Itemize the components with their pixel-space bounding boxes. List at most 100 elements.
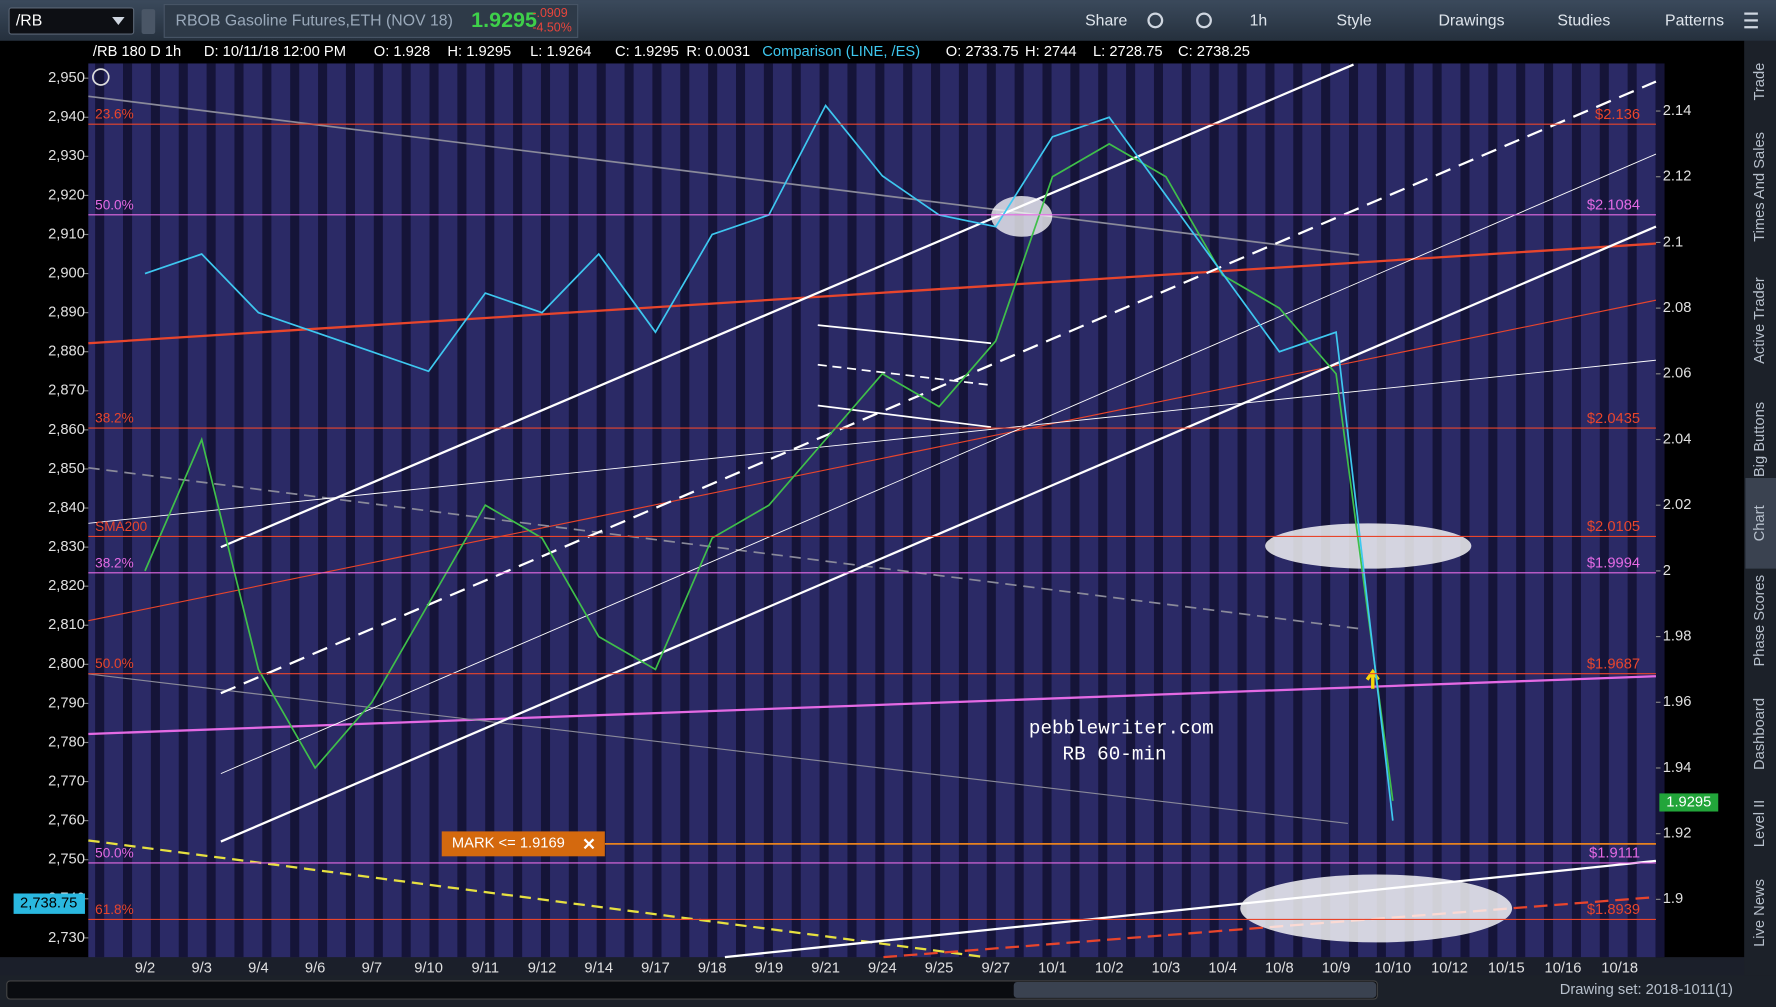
y-tick-label: 2,930 [48, 148, 85, 164]
axes: 2,950 2,940 2,930 2,920 2,910 2,900 2,890 2,880… [48, 70, 1691, 976]
x-tick-label: 9/19 [755, 960, 784, 976]
y2-tick-label: 1.9 [1663, 891, 1683, 907]
stripe [1655, 63, 1665, 958]
x-tick-label: 9/2 [135, 960, 155, 976]
side-tab[interactable]: Chart [1752, 505, 1768, 541]
symbol-box[interactable] [8, 7, 135, 35]
stripe [958, 63, 968, 958]
x-tick-label: 9/24 [868, 960, 897, 976]
stripe [763, 63, 773, 958]
y-tick-label: 2,830 [48, 539, 85, 555]
side-tab[interactable]: Dashboard [1752, 698, 1768, 770]
header-field: O: 1.928 [374, 44, 430, 60]
toolbar-button[interactable]: Share [1085, 13, 1127, 30]
x-tick-label: 9/10 [414, 960, 443, 976]
fib-label: $2.136 [1595, 107, 1640, 123]
fib-left-label: SMA200 [95, 519, 148, 534]
fib-left-label: 23.6% [95, 107, 134, 122]
side-tab[interactable]: Big Buttons [1752, 402, 1768, 477]
mark-close[interactable] [583, 838, 595, 850]
scroll-thumb[interactable] [1013, 982, 1377, 998]
stripe [596, 63, 606, 958]
y-tick-label: 2,730 [48, 930, 85, 946]
y-tick-label: 2,750 [48, 852, 85, 868]
x-tick-label: 9/7 [362, 960, 382, 976]
y-tick-label: 2,920 [48, 187, 85, 203]
stripe [568, 63, 578, 958]
y-tick-label: 2,760 [48, 813, 85, 829]
info-icon[interactable] [92, 68, 110, 86]
side-tab[interactable]: Trade [1752, 63, 1768, 101]
toolbar-button[interactable]: Drawings [1438, 13, 1504, 30]
stripe [1265, 63, 1275, 958]
x-tick-label: 10/8 [1265, 960, 1294, 976]
session-stripes [95, 63, 1665, 958]
stripe [1070, 63, 1080, 958]
side-tab[interactable]: Phase Scores [1752, 575, 1768, 667]
y-tick-label: 2,870 [48, 383, 85, 399]
annotation: RB 60-min [1063, 743, 1167, 765]
mark-box [441, 831, 605, 857]
side-tab[interactable]: Live News [1752, 879, 1768, 947]
link-icon[interactable] [141, 9, 156, 35]
fib-label: $2.0435 [1587, 411, 1640, 427]
y2-tick-label: 1.98 [1663, 628, 1692, 644]
toolbar-button[interactable]: Patterns [1665, 13, 1724, 30]
toolbar-icon[interactable] [1147, 12, 1164, 29]
stripe [540, 63, 551, 958]
y2-tick-label: 2.1 [1663, 234, 1683, 250]
stripe [652, 63, 662, 958]
toolbar-button[interactable]: Studies [1557, 13, 1610, 30]
stripe [735, 63, 746, 958]
stripe [123, 63, 133, 958]
toolbar-button[interactable]: 1h [1250, 13, 1268, 30]
fib-left-label: 38.2% [95, 555, 134, 570]
stripe [1209, 63, 1219, 958]
x-tick-label: 10/2 [1095, 960, 1124, 976]
dropdown-arrow [112, 17, 125, 25]
y2-tick-label: 2.02 [1663, 497, 1692, 513]
stripe [429, 63, 439, 958]
y2-tick-label: 1.96 [1663, 694, 1692, 710]
header-bar [0, 40, 1745, 64]
stripe [1376, 63, 1386, 958]
toolbar-icon[interactable] [1196, 12, 1212, 29]
x-tick-label: 10/10 [1374, 960, 1411, 976]
last-price-label: 1.9295 [1666, 794, 1711, 810]
header-field: L: 2728.75 [1093, 44, 1163, 60]
comparison-price-label: 2,738.75 [20, 896, 77, 912]
side-tabs: Trade Times And Sales Active Trader Big But… [1745, 63, 1776, 947]
stripe [1181, 63, 1191, 958]
side-tab[interactable]: Level II [1752, 800, 1768, 847]
y2-tick-label: 1.94 [1663, 760, 1692, 776]
stripe [290, 63, 300, 958]
stripe [345, 63, 355, 958]
header-field: D: 10/11/18 12:00 PM [204, 44, 346, 60]
stripe [150, 63, 160, 958]
stripe [1321, 63, 1331, 958]
labels: $2.136 23.6% $2.1084 50.0% $2.0435 38.2% $2.01… [13, 107, 1719, 920]
x-tick-label: 9/18 [698, 960, 727, 976]
side-tab[interactable]: Active Trader [1752, 277, 1768, 364]
stripe [708, 63, 718, 958]
stripe [1153, 63, 1164, 958]
y-tick-label: 2,890 [48, 305, 85, 321]
stripe [1599, 63, 1609, 958]
x-tick-label: 9/6 [305, 960, 325, 976]
y-tick-label: 2,800 [48, 656, 85, 672]
stripe [95, 63, 105, 958]
y-tick-label: 2,790 [48, 695, 85, 711]
annotation: pebblewriter.com [1029, 717, 1214, 739]
stripe [1432, 63, 1442, 958]
y-tick-label: 2,880 [48, 344, 85, 360]
stripe [1571, 63, 1581, 958]
y2-tick-label: 2.14 [1663, 103, 1692, 119]
toolbar-button[interactable]: Style [1337, 13, 1372, 30]
header-field: C: 1.9295 [615, 44, 679, 60]
fib-left-label: 61.8% [95, 902, 134, 917]
side-tab[interactable]: Times And Sales [1752, 132, 1768, 242]
stripe [680, 63, 690, 958]
y-tick-label: 2,940 [48, 109, 85, 125]
